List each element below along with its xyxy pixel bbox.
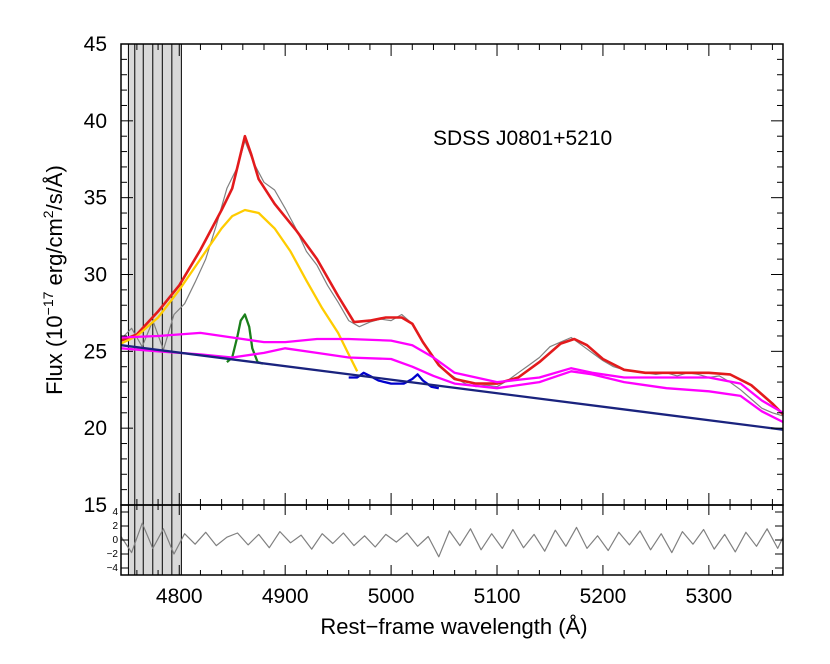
resid-tick-label: −4: [107, 563, 119, 574]
series-residuals: [120, 522, 784, 558]
series-h-beta-broad: [120, 208, 359, 372]
y-tick-label: 25: [84, 340, 107, 363]
x-tick-label: 5300: [685, 585, 732, 608]
model-series-layer: [120, 134, 784, 431]
x-tick-labels: 4800 4900 5000 5100 5200 5300: [156, 585, 732, 608]
y-axis-title-units: erg/cm: [42, 218, 67, 291]
masked-region-layer: [127, 43, 182, 576]
x-tick-label: 5200: [580, 585, 627, 608]
resid-tick-label: 2: [112, 521, 118, 532]
x-tick-label: 5100: [474, 585, 521, 608]
resid-tick-label: 0: [112, 535, 118, 546]
y-axis-title: Flux (10−17 erg/cm2/s/Å): [40, 165, 67, 395]
y-tick-labels: 15 20 25 30 35 40 45: [84, 33, 107, 517]
y-tick-label: 45: [84, 33, 107, 56]
series-oiii-doublet: [348, 371, 440, 390]
series-h-beta-narrow: [226, 313, 264, 365]
y-tick-label: 30: [84, 264, 107, 287]
series-power-law-continuum: [120, 344, 784, 431]
x-axis-title: Rest−frame wavelength (Å): [320, 614, 587, 639]
residual-tick-labels: −4 −2 0 2 4: [107, 507, 119, 574]
y-tick-label: 15: [84, 494, 107, 517]
resid-tick-label: 4: [112, 507, 118, 518]
y-tick-label: 35: [84, 187, 107, 210]
x-tick-label: 4800: [156, 585, 203, 608]
x-tick-label: 5000: [368, 585, 415, 608]
y-tick-label: 20: [84, 417, 107, 440]
series-fe-ii-template-upper: [120, 331, 784, 414]
masked-region-0: [127, 43, 182, 576]
series-total-model: [120, 134, 784, 416]
y-axis-title-area-exponent: 2: [40, 210, 56, 218]
y-axis-title-main: Flux (10: [42, 315, 67, 394]
axis-ticks: [121, 43, 783, 575]
y-axis-title-exponent: −17: [40, 291, 56, 315]
object-name-annotation: SDSS J0801+5210: [433, 127, 612, 150]
series-fe-ii-template-lower: [120, 347, 784, 424]
y-tick-label: 40: [84, 110, 107, 133]
residual-series-layer: [120, 522, 784, 558]
x-tick-label: 4900: [262, 585, 309, 608]
resid-tick-label: −2: [107, 549, 119, 560]
y-axis-title-end: /s/Å): [42, 165, 67, 210]
